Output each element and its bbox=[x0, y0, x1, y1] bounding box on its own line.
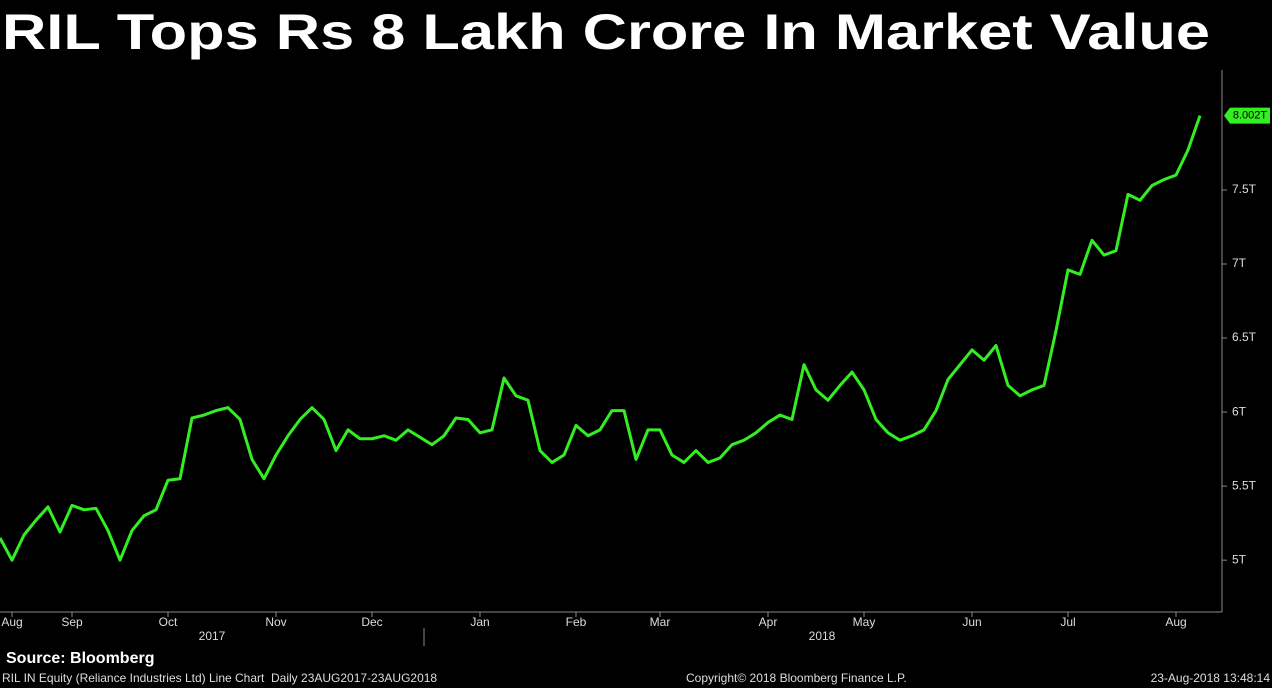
x-tick-label: Nov bbox=[265, 615, 286, 629]
x-tick-label: Sep bbox=[61, 615, 83, 629]
x-tick-label: Dec bbox=[361, 615, 382, 629]
value-label: 8.002T bbox=[1233, 110, 1268, 122]
x-tick-label: Feb bbox=[566, 615, 587, 629]
y-tick-label: 5T bbox=[1232, 552, 1247, 566]
y-tick-label: 7.5T bbox=[1232, 182, 1257, 196]
x-tick-label: Oct bbox=[159, 615, 178, 629]
x-tick-label: Aug bbox=[1165, 615, 1186, 629]
x-tick-label: Mar bbox=[650, 615, 671, 629]
timestamp: 23-Aug-2018 13:48:14 bbox=[1151, 671, 1271, 685]
year-label: 2017 bbox=[199, 629, 226, 643]
description: RIL IN Equity (Reliance Industries Ltd) … bbox=[2, 671, 437, 685]
x-tick-label: Jul bbox=[1060, 615, 1075, 629]
y-tick-label: 6T bbox=[1232, 404, 1247, 418]
x-tick-label: May bbox=[853, 615, 876, 629]
y-tick-label: 6.5T bbox=[1232, 330, 1257, 344]
x-tick-label: Apr bbox=[759, 615, 778, 629]
x-tick-label: Jun bbox=[962, 615, 981, 629]
source: Source: Bloomberg bbox=[6, 650, 154, 667]
year-label: 2018 bbox=[809, 629, 836, 643]
chart-title: RIL Tops Rs 8 Lakh Crore In Market Value bbox=[2, 4, 1210, 60]
x-tick-label: Aug bbox=[1, 615, 22, 629]
x-tick-label: Jan bbox=[470, 615, 489, 629]
y-tick-label: 7T bbox=[1232, 256, 1247, 270]
value-label-box bbox=[1224, 107, 1270, 124]
line bbox=[0, 115, 1202, 562]
copyright: Copyright© 2018 Bloomberg Finance L.P. bbox=[686, 671, 907, 685]
y-tick-label: 5.5T bbox=[1232, 478, 1257, 492]
